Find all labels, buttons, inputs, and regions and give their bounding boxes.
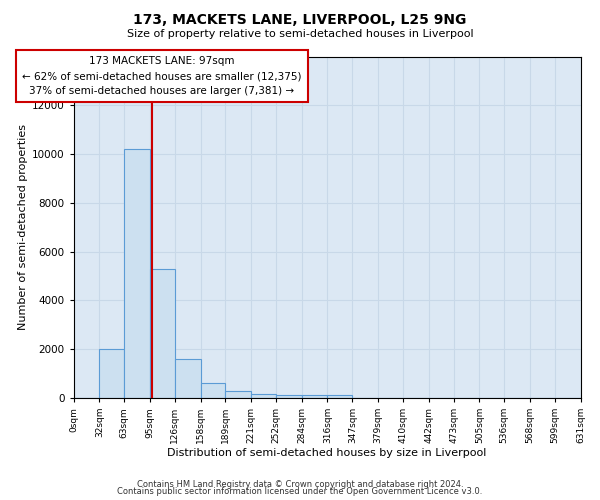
Bar — [226, 390, 251, 398]
Y-axis label: Number of semi-detached properties: Number of semi-detached properties — [18, 124, 28, 330]
Bar — [100, 349, 124, 398]
Bar — [150, 268, 175, 398]
Bar — [175, 359, 200, 398]
Bar — [328, 395, 352, 398]
Bar — [200, 384, 226, 398]
Text: 173 MACKETS LANE: 97sqm
← 62% of semi-detached houses are smaller (12,375)
37% o: 173 MACKETS LANE: 97sqm ← 62% of semi-de… — [22, 56, 302, 96]
Bar — [124, 149, 150, 398]
Text: Contains HM Land Registry data © Crown copyright and database right 2024.: Contains HM Land Registry data © Crown c… — [137, 480, 463, 489]
Text: Size of property relative to semi-detached houses in Liverpool: Size of property relative to semi-detach… — [127, 29, 473, 39]
X-axis label: Distribution of semi-detached houses by size in Liverpool: Distribution of semi-detached houses by … — [167, 448, 487, 458]
Text: Contains public sector information licensed under the Open Government Licence v3: Contains public sector information licen… — [118, 488, 482, 496]
Bar — [251, 394, 276, 398]
Bar — [276, 395, 302, 398]
Bar — [302, 396, 328, 398]
Text: 173, MACKETS LANE, LIVERPOOL, L25 9NG: 173, MACKETS LANE, LIVERPOOL, L25 9NG — [133, 12, 467, 26]
